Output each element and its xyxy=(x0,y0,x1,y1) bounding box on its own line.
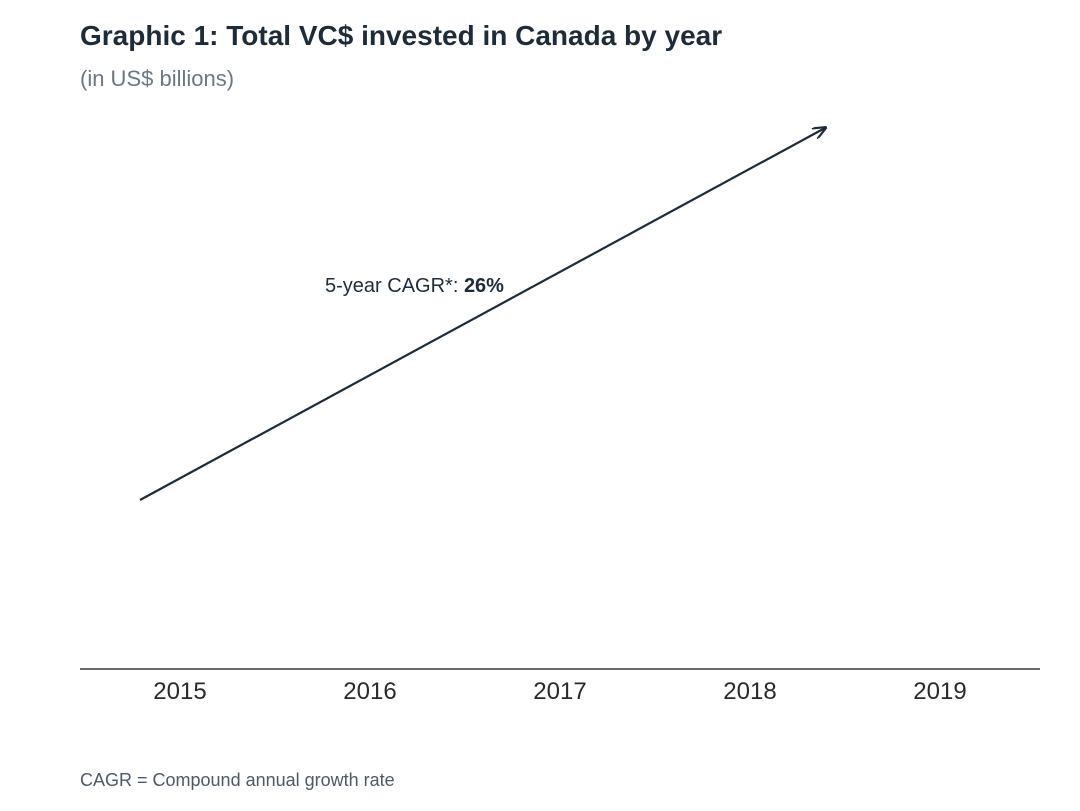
plot-region: 1.52.22.54.24.9 5-year CAGR*: 26% xyxy=(80,110,1040,670)
chart-subtitle: (in US$ billions) xyxy=(80,66,1040,92)
chart-title: Graphic 1: Total VC$ invested in Canada … xyxy=(80,20,1040,52)
cagr-annotation: 5-year CAGR*: 26% xyxy=(325,275,504,298)
bars-container: 1.52.22.54.24.9 xyxy=(80,110,1040,668)
chart-area: 1.52.22.54.24.9 5-year CAGR*: 26% 201520… xyxy=(80,110,1040,710)
x-axis-labels: 2015 2016 2017 2018 2019 xyxy=(80,678,1040,706)
chart-footnote: CAGR = Compound annual growth rate xyxy=(80,770,395,791)
x-label-2017: 2017 xyxy=(490,678,630,706)
cagr-prefix: 5-year CAGR*: xyxy=(325,275,464,297)
x-label-2018: 2018 xyxy=(680,678,820,706)
x-label-2015: 2015 xyxy=(110,678,250,706)
cagr-value: 26% xyxy=(464,275,504,297)
x-label-2016: 2016 xyxy=(300,678,440,706)
x-label-2019: 2019 xyxy=(870,678,1010,706)
